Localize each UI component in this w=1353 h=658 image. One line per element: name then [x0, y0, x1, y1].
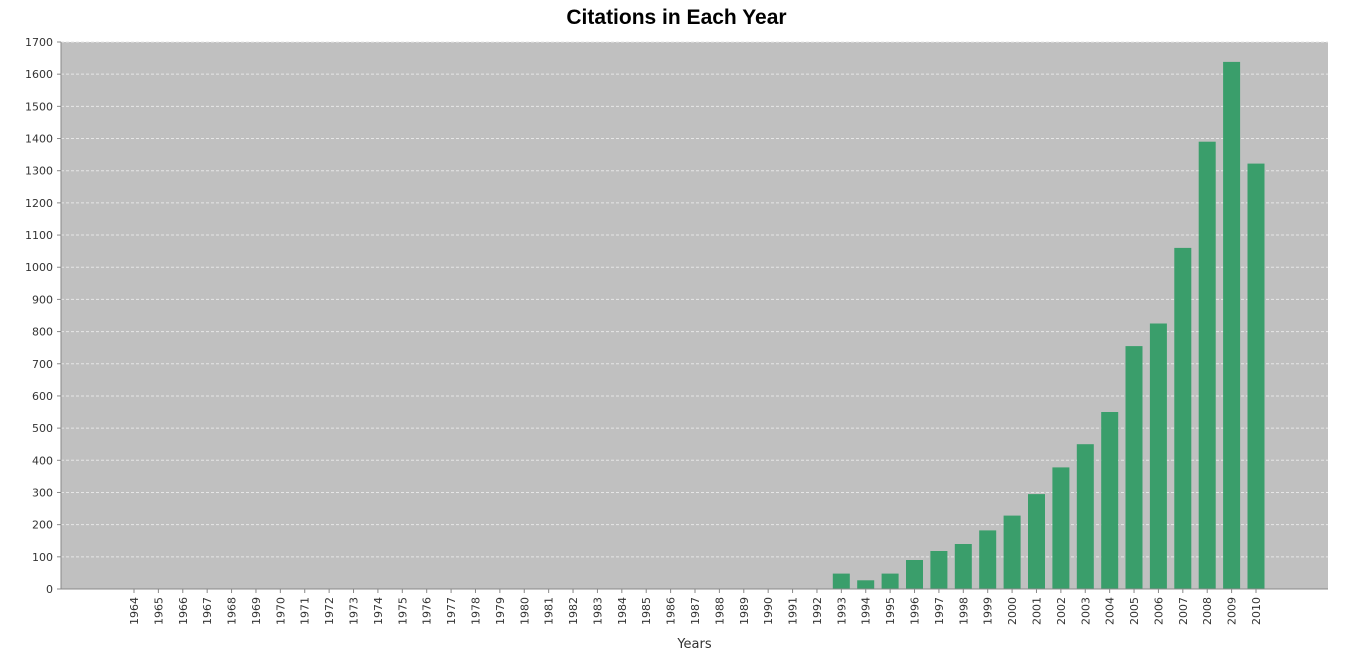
x-tick-label: 1992: [811, 597, 824, 625]
x-tick-label: 2005: [1128, 597, 1141, 625]
bar-1993: [832, 573, 850, 589]
x-tick-label: 2008: [1201, 597, 1214, 625]
bar-1995: [881, 573, 899, 589]
x-tick-label: 1994: [860, 597, 873, 625]
x-tick-label: 1988: [713, 597, 726, 625]
chart-title: Citations in Each Year: [566, 6, 787, 29]
bar-2008: [1198, 141, 1216, 589]
y-tick-label: 1700: [25, 36, 53, 49]
bar-1997: [930, 551, 948, 589]
bar-2010: [1247, 163, 1265, 589]
x-tick-label: 1964: [128, 597, 141, 625]
x-tick-label: 1997: [933, 597, 946, 625]
y-tick-label: 300: [32, 486, 53, 499]
x-tick-label: 1993: [835, 597, 848, 625]
bar-2004: [1101, 412, 1119, 589]
x-tick-label: 1971: [299, 597, 312, 625]
x-tick-label: 2009: [1226, 597, 1239, 625]
x-tick-label: 1982: [567, 597, 580, 625]
bar-2006: [1149, 323, 1167, 589]
x-tick-label: 1990: [762, 597, 775, 625]
x-tick-label: 1996: [909, 597, 922, 625]
x-tick-label: 1973: [348, 597, 361, 625]
bar-2000: [1003, 515, 1021, 589]
x-tick-label: 2007: [1177, 597, 1190, 625]
x-tick-label: 1985: [640, 597, 653, 625]
x-tick-label: 1975: [396, 597, 409, 625]
y-tick-label: 1500: [25, 100, 53, 113]
y-tick-label: 1200: [25, 197, 53, 210]
x-tick-label: 1969: [250, 597, 263, 625]
x-tick-label: 1974: [372, 597, 385, 625]
y-tick-label: 600: [32, 390, 53, 403]
x-tick-label: 2010: [1250, 597, 1263, 625]
y-tick-label: 500: [32, 422, 53, 435]
bars: [832, 61, 1265, 589]
x-tick-label: 1966: [177, 597, 190, 625]
x-tick-label: 2003: [1079, 597, 1092, 625]
x-axis-title: Years: [676, 637, 712, 652]
y-tick-label: 900: [32, 293, 53, 306]
bar-2005: [1125, 346, 1143, 589]
bar-2003: [1076, 444, 1094, 589]
x-tick-label: 1978: [470, 597, 483, 625]
x-tick-label: 1987: [689, 597, 702, 625]
y-tick-label: 1600: [25, 68, 53, 81]
x-tick-label: 1977: [445, 597, 458, 625]
bar-2007: [1174, 247, 1192, 589]
x-tick-label: 2001: [1031, 597, 1044, 625]
y-tick-label: 700: [32, 358, 53, 371]
x-tick-label: 1999: [982, 597, 995, 625]
x-tick-label: 1986: [665, 597, 678, 625]
x-axis-ticks: 1964 1965 1966 1967 1968 1969 1970 1971 1972 1973…: [128, 589, 1263, 625]
x-tick-label: 1984: [616, 597, 629, 625]
y-tick-label: 800: [32, 326, 53, 339]
bar-1996: [906, 560, 923, 589]
x-tick-label: 1991: [787, 597, 800, 625]
x-tick-label: 1968: [226, 597, 239, 625]
x-tick-label: 1995: [884, 597, 897, 625]
y-tick-label: 200: [32, 519, 53, 532]
y-tick-label: 1400: [25, 133, 53, 146]
y-tick-label: 100: [32, 551, 53, 564]
bar-1999: [979, 530, 997, 589]
x-tick-label: 1972: [323, 597, 336, 625]
x-tick-label: 1967: [201, 597, 214, 625]
y-tick-label: 400: [32, 454, 53, 467]
bar-1998: [954, 544, 972, 589]
x-tick-label: 1979: [494, 597, 507, 625]
bar-1994: [857, 580, 875, 589]
y-tick-label: 1300: [25, 165, 53, 178]
x-tick-label: 1998: [957, 597, 970, 625]
x-tick-label: 1989: [738, 597, 751, 625]
x-tick-label: 1965: [152, 597, 165, 625]
x-tick-label: 2002: [1055, 597, 1068, 625]
x-tick-label: 2006: [1152, 597, 1165, 625]
bar-2002: [1052, 467, 1070, 589]
y-tick-label: 1100: [25, 229, 53, 242]
x-tick-label: 2000: [1006, 597, 1019, 625]
y-tick-label: 1000: [25, 261, 53, 274]
x-tick-label: 1983: [591, 597, 604, 625]
bar-2001: [1028, 494, 1045, 589]
y-tick-label: 0: [46, 583, 53, 596]
y-axis-ticks: 0 100 200 300 400 500 600 700 800 900 1000 1100 1200…: [25, 36, 61, 596]
x-tick-label: 2004: [1104, 597, 1117, 625]
x-tick-label: 1981: [543, 597, 556, 625]
x-tick-label: 1976: [421, 597, 434, 625]
x-tick-label: 1980: [518, 597, 531, 625]
x-tick-label: 1970: [274, 597, 287, 625]
bar-2009: [1223, 61, 1241, 589]
